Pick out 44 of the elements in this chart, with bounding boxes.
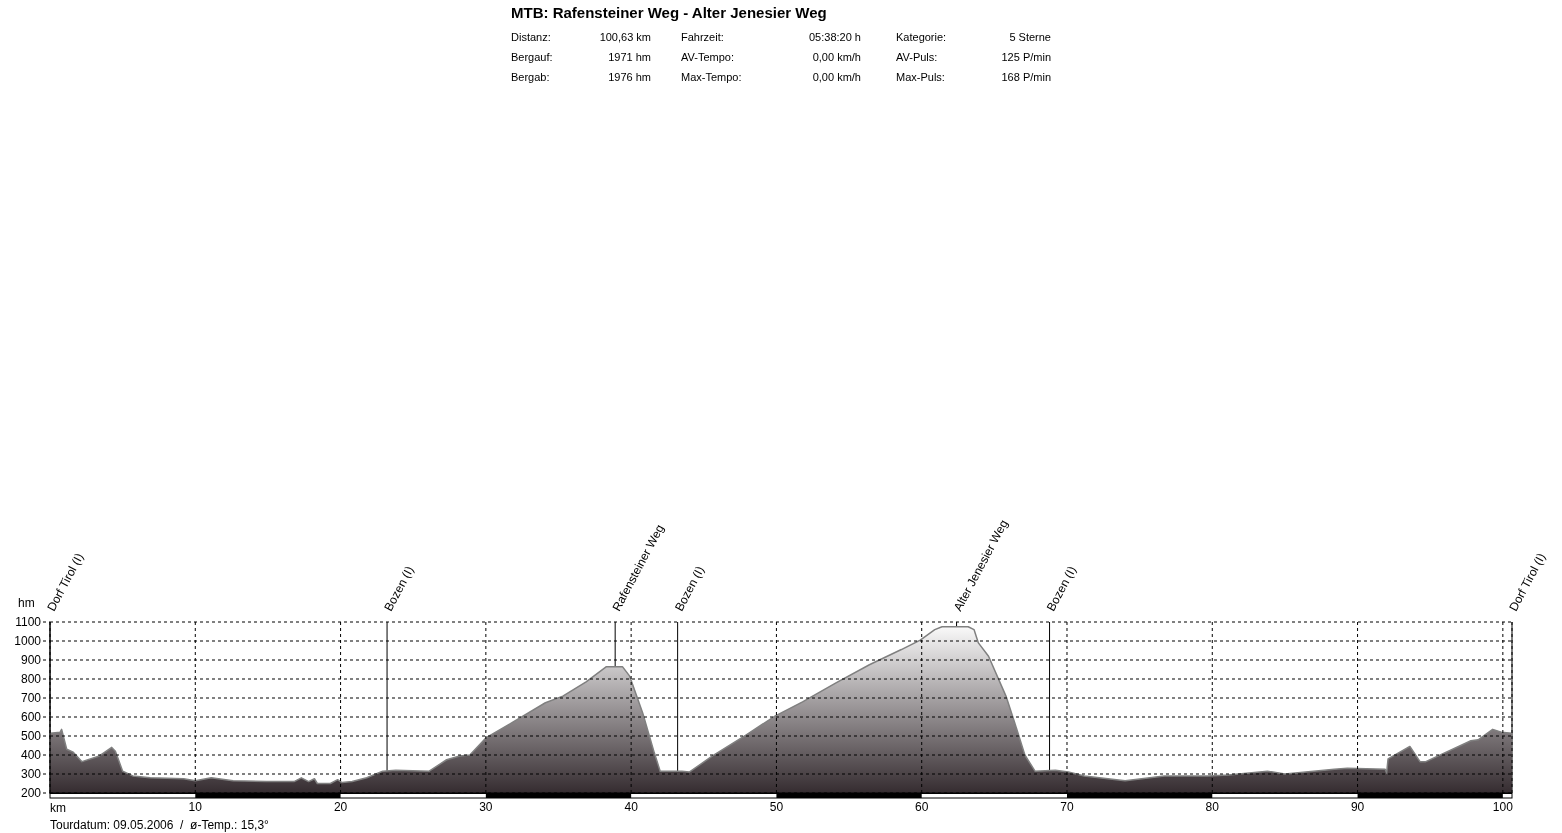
y-tick-label: 400: [20, 748, 42, 763]
text: 1971 hm: [608, 51, 651, 63]
ref-line-label: Dorf Tirol (I): [44, 550, 87, 614]
y-axis-title: hm: [18, 596, 35, 610]
text: 0,00 km/h: [812, 51, 861, 63]
text: Bergab:: [511, 71, 550, 83]
x-tick-label: 80: [1205, 799, 1220, 814]
text: 100,63 km: [599, 31, 651, 43]
text: Kategorie:: [896, 31, 947, 43]
y-tick-label: 900: [20, 653, 42, 668]
text: Tourdatum: 09.05.2006 / ø-Temp.: 15,3°: [50, 818, 269, 832]
x-tick-label: 50: [769, 799, 784, 814]
y-tick-label: 300: [20, 767, 42, 782]
text: Bergauf:: [511, 51, 553, 63]
x-tick-label: 30: [479, 799, 493, 814]
text: 168 P/min: [1001, 71, 1051, 83]
text: 1976 hm: [608, 71, 651, 83]
text: Max-Puls:: [896, 71, 945, 83]
y-tick-label: 1100: [15, 615, 42, 630]
text: Max-Tempo:: [681, 71, 742, 83]
y-tick-label: 200: [20, 786, 42, 801]
x-axis-title: km: [50, 801, 66, 815]
chart-title: MTB: Rafensteiner Weg - Alter Jenesier Weg: [511, 4, 827, 21]
x-tick-label: 100: [1492, 799, 1514, 814]
y-tick-label: 700: [20, 691, 42, 706]
text: Distanz:: [511, 31, 551, 43]
y-tick-label: 1000: [14, 634, 42, 649]
ref-line-label: Dorf Tirol (I): [1506, 550, 1549, 614]
x-tick-label: 60: [915, 799, 929, 814]
y-tick-label: 600: [20, 710, 42, 725]
text: 0,00 km/h: [812, 71, 861, 83]
text: 05:38:20 h: [809, 31, 861, 43]
text: 125 P/min: [1001, 51, 1051, 63]
text: 5 Sterne: [1009, 31, 1051, 43]
text: AV-Puls:: [896, 51, 938, 63]
y-tick-label: 500: [20, 729, 42, 744]
text: Fahrzeit:: [681, 31, 724, 43]
text: AV-Tempo:: [681, 51, 734, 63]
x-tick-label: 90: [1350, 799, 1365, 814]
x-tick-label: 20: [333, 799, 348, 814]
x-tick-label: 10: [188, 799, 203, 814]
x-tick-label: 70: [1060, 799, 1074, 814]
x-tick-label: 40: [624, 799, 639, 814]
y-tick-label: 800: [20, 672, 42, 687]
